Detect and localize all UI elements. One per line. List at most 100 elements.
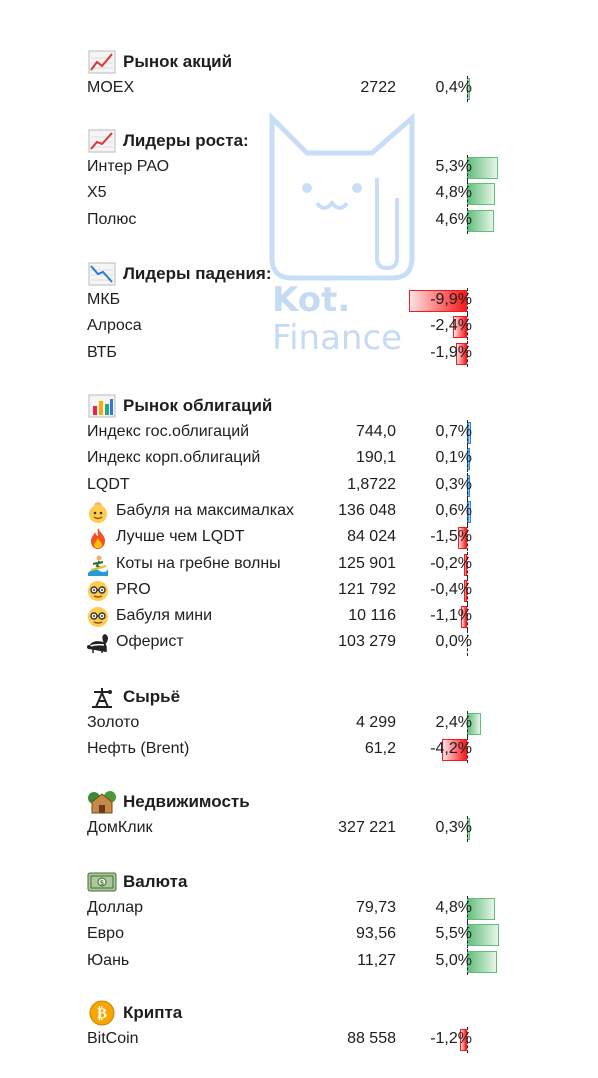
- row-name: Индекс гос.облигаций: [87, 423, 250, 440]
- row-change-percent: -4,2%: [430, 740, 472, 758]
- row-value: 84 024: [347, 528, 396, 546]
- zero-axis: [467, 737, 468, 764]
- row-name: Коты на гребне волны: [116, 554, 281, 572]
- table-row: X5 4,8%: [0, 181, 598, 208]
- zero-axis: [467, 551, 468, 578]
- zero-axis: [467, 314, 468, 341]
- row-change-percent: -1,2%: [430, 1030, 472, 1047]
- chart-decreasing-icon: [87, 260, 117, 288]
- table-row: Юань 11,27 5,0%: [0, 948, 598, 975]
- row-change-percent: 0,7%: [435, 423, 472, 440]
- row-change-percent: 4,8%: [435, 899, 472, 916]
- row-name: Лучше чем LQDT: [116, 528, 245, 546]
- row-name: Нефть (Brent): [87, 740, 190, 758]
- table-row: ВТБ -1,9%: [0, 340, 598, 367]
- zero-axis: [467, 816, 468, 842]
- svg-text:₿: ₿: [97, 1004, 107, 1022]
- zero-axis: [467, 604, 468, 631]
- row-change-percent: -1,5%: [430, 528, 472, 546]
- row-value: 744,0: [355, 423, 396, 440]
- table-row: Бабуля на максималках 136 048 0,6%: [0, 498, 598, 525]
- table-row: Лучше чем LQDT 84 024 -1,5%: [0, 525, 598, 552]
- row-value: 190,1: [355, 449, 396, 467]
- change-bar: [458, 527, 467, 550]
- row-change-percent: 0,0%: [435, 633, 472, 651]
- row-name: MOEX: [87, 79, 135, 96]
- banknote-icon: $: [87, 868, 117, 896]
- row-change-percent: 5,0%: [435, 951, 472, 969]
- zero-axis: [467, 420, 468, 446]
- section-header: ₿ Крипта: [87, 999, 182, 1027]
- oil-derrick-icon: [87, 683, 117, 711]
- table-row: Нефть (Brent) 61,2 -4,2%: [0, 737, 598, 764]
- row-value: 88 558: [347, 1030, 396, 1047]
- row-change-percent: 0,1%: [435, 449, 472, 467]
- row-change-percent: -1,1%: [430, 607, 472, 625]
- row-change-percent: 0,3%: [435, 819, 472, 836]
- zero-axis: [467, 155, 468, 181]
- row-value: 4 299: [355, 714, 396, 731]
- change-bar: [464, 553, 467, 576]
- row-value: 11,27: [357, 951, 396, 969]
- section-title: Рынок акций: [123, 52, 233, 71]
- bitcoin-icon: ₿: [87, 999, 117, 1027]
- row-change-percent: -9,9%: [430, 291, 472, 308]
- section-header: Сырьё: [87, 683, 180, 711]
- row-change-percent: 0,3%: [435, 475, 472, 493]
- bar-chart-icon: [87, 392, 117, 420]
- change-bar: [464, 579, 467, 602]
- change-bar: [452, 316, 467, 339]
- zero-axis: [467, 288, 468, 314]
- chart-up-icon: [87, 48, 117, 76]
- row-value: 10 116: [348, 607, 396, 625]
- row-change-percent: 5,3%: [435, 158, 472, 175]
- row-value: 121 792: [338, 580, 396, 598]
- row-change-percent: 5,5%: [435, 925, 472, 943]
- nerd-face-icon: [85, 605, 111, 629]
- row-name: ВТБ: [87, 343, 117, 361]
- table-row: LQDT 1,8722 0,3%: [0, 472, 598, 499]
- section-title: Рынок облигаций: [123, 396, 273, 415]
- table-row: Коты на гребне волны 125 901 -0,2%: [0, 551, 598, 578]
- row-change-percent: 4,6%: [435, 210, 472, 228]
- row-name: Индекс корп.облигаций: [87, 449, 261, 467]
- row-value: 79,73: [355, 899, 396, 916]
- row-name: Полюс: [87, 210, 137, 228]
- section-header: Недвижимость: [87, 788, 250, 816]
- row-value: 136 048: [338, 501, 396, 519]
- zero-axis: [467, 207, 468, 234]
- change-bar: [459, 1029, 467, 1051]
- zero-axis: [467, 76, 468, 102]
- row-value: 125 901: [338, 554, 396, 572]
- change-bar: [408, 290, 467, 312]
- table-row: ДомКлик 327 221 0,3%: [0, 816, 598, 842]
- section-title: Лидеры роста:: [123, 131, 249, 150]
- table-row: Евро 93,56 5,5%: [0, 922, 598, 949]
- zero-axis: [467, 446, 468, 473]
- row-value: 61,2: [364, 740, 396, 758]
- surfer-icon: [85, 553, 111, 577]
- row-name: X5: [87, 184, 107, 202]
- section-title: Крипта: [123, 1003, 183, 1022]
- row-change-percent: 0,4%: [435, 79, 472, 96]
- table-row: Интер РАО 5,3%: [0, 155, 598, 181]
- chart-increasing-icon: [87, 127, 117, 155]
- row-change-percent: 4,8%: [435, 184, 472, 202]
- row-name: Золото: [87, 714, 140, 731]
- zero-axis: [467, 498, 468, 525]
- zero-axis: [467, 896, 468, 922]
- skunk-icon: [85, 631, 111, 655]
- nerd-face-icon: [85, 579, 111, 603]
- zero-axis: [467, 181, 468, 208]
- row-name: МКБ: [87, 291, 121, 308]
- table-row: Алроса -2,4%: [0, 314, 598, 341]
- row-value: 1,8722: [347, 475, 396, 493]
- row-value: 2722: [360, 79, 396, 96]
- table-row: Индекс корп.облигаций 190,1 0,1%: [0, 446, 598, 473]
- table-row: МКБ -9,9%: [0, 288, 598, 314]
- zero-axis: [467, 577, 468, 604]
- row-name: Оферист: [116, 633, 184, 651]
- section-title: Лидеры падения:: [123, 264, 272, 283]
- row-change-percent: -2,4%: [430, 317, 472, 335]
- row-change-percent: -1,9%: [430, 343, 472, 361]
